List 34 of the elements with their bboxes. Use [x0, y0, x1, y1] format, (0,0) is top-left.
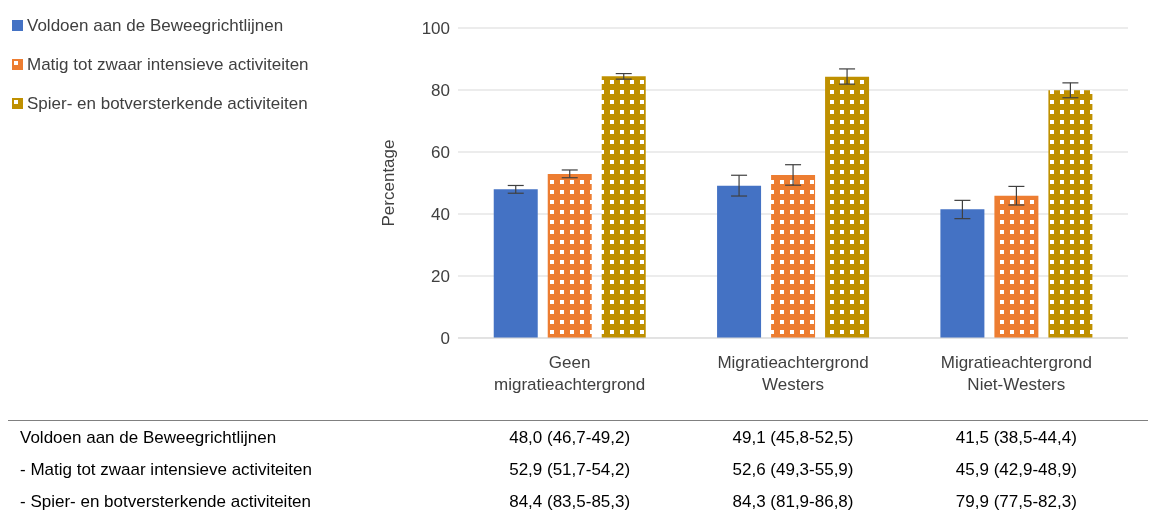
- x-tick-label: Geen migratieachtergrond: [494, 353, 646, 394]
- y-tick-label: 100: [421, 19, 450, 39]
- x-tick-label: Migratieachtergrond Niet-Westers: [940, 353, 1092, 394]
- data-label: 45,9 (42,9-48,9): [954, 460, 1078, 480]
- bar: [825, 76, 870, 338]
- data-label: 49,1 (45,8-52,5): [731, 428, 855, 448]
- y-tick-label: 40: [431, 205, 450, 225]
- text: - Matig tot zwaar intensieve activiteiten: [20, 460, 312, 480]
- bar: [940, 209, 985, 338]
- text: - Spier- en botversterkende activiteiten: [20, 492, 312, 512]
- bar: [994, 195, 1039, 338]
- text: Voldoen aan de Beweegrichtlijnen: [20, 428, 277, 448]
- bar: [601, 76, 646, 338]
- bar: [771, 174, 816, 338]
- bar: [493, 189, 538, 338]
- y-axis-title: Percentage: [379, 139, 399, 227]
- data-label: 52,6 (49,3-55,9): [731, 460, 855, 480]
- data-label: 41,5 (38,5-44,4): [954, 428, 1078, 448]
- x-tick-label: Migratieachtergrond Westers: [717, 353, 869, 394]
- data-label: 48,0 (46,7-49,2): [508, 428, 632, 448]
- y-tick-label: 60: [431, 143, 450, 163]
- data-label: 84,4 (83,5-85,3): [508, 492, 632, 512]
- y-tick-label: 20: [431, 267, 450, 287]
- bar: [547, 174, 592, 338]
- y-tick-label: 80: [431, 81, 450, 101]
- data-label: 52,9 (51,7-54,2): [508, 460, 632, 480]
- data-label: 79,9 (77,5-82,3): [954, 492, 1078, 512]
- y-tick-label: 0: [440, 329, 450, 349]
- data-label: 84,3 (81,9-86,8): [731, 492, 855, 512]
- legend-label: Matig tot zwaar intensieve activiteiten: [27, 54, 309, 76]
- legend-label: Spier- en botversterkende activiteiten: [27, 93, 308, 115]
- legend-label: Voldoen aan de Beweegrichtlijnen: [27, 15, 284, 37]
- bar: [1048, 90, 1093, 338]
- bar: [717, 185, 762, 338]
